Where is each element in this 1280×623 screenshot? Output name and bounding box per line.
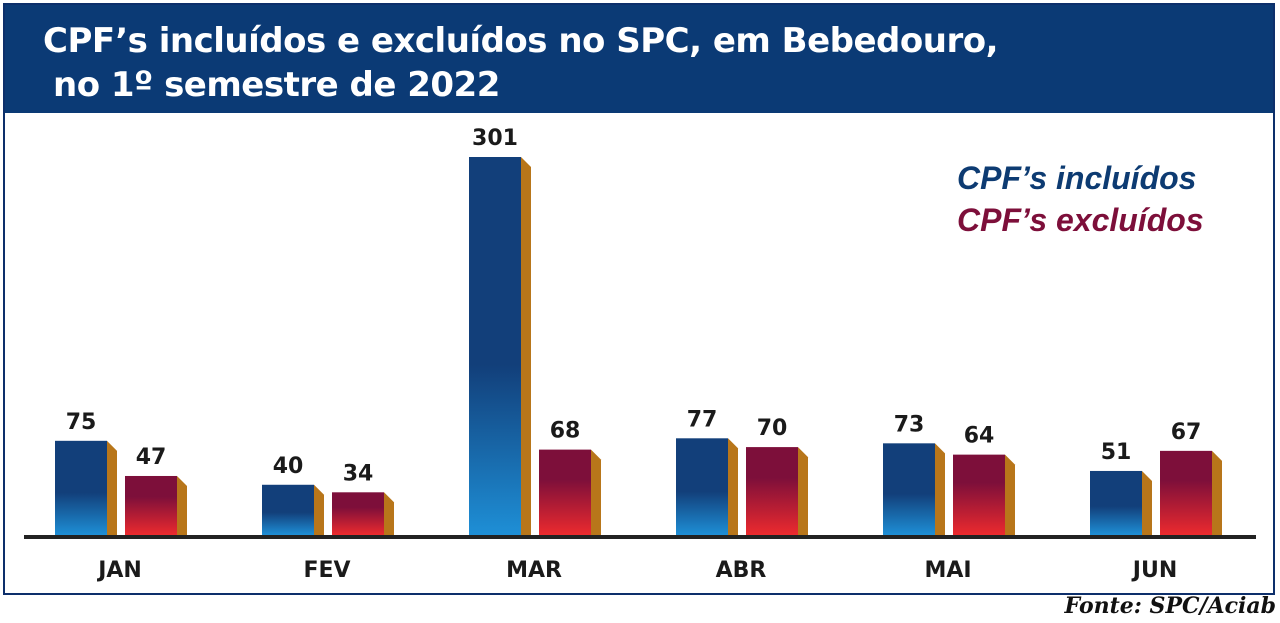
- value-label-excluded-mai: 64: [964, 424, 995, 449]
- bar-side-excluded-jun: [1212, 450, 1222, 535]
- bar-side-excluded-mar: [591, 449, 601, 535]
- legend-item-excluded: CPF’s excluídos: [957, 202, 1204, 238]
- value-label-excluded-jun: 67: [1171, 420, 1202, 445]
- bar-excluded-jan: [125, 475, 177, 535]
- value-label-included-fev: 40: [273, 454, 304, 479]
- value-label-excluded-fev: 34: [343, 461, 374, 486]
- chart-frame: CPF’s incluídos e excluídos no SPC, em B…: [3, 3, 1275, 595]
- legend-item-included: CPF’s incluídos: [957, 160, 1197, 196]
- bar-included-abr: [676, 438, 728, 535]
- title-bar: CPF’s incluídos e excluídos no SPC, em B…: [5, 5, 1273, 113]
- bar-excluded-abr: [746, 447, 798, 535]
- x-tick-label-abr: ABR: [716, 558, 767, 583]
- bar-included-jan: [55, 440, 107, 535]
- value-label-excluded-abr: 70: [757, 416, 788, 441]
- x-tick-label-jun: JUN: [1131, 558, 1177, 583]
- bar-side-included-abr: [728, 438, 738, 535]
- value-label-included-jan: 75: [66, 410, 97, 435]
- bar-side-excluded-fev: [384, 492, 394, 535]
- x-tick-label-jan: JAN: [96, 558, 142, 583]
- bar-side-included-mar: [521, 157, 531, 535]
- chart-title-line-1: CPF’s incluídos e excluídos no SPC, em B…: [43, 21, 999, 61]
- bar-excluded-mai: [953, 454, 1005, 535]
- source-note: Fonte: SPC/Aciab: [1064, 593, 1276, 619]
- bars-layer: [55, 157, 1222, 535]
- x-tick-label-mai: MAI: [924, 558, 971, 583]
- bar-side-included-jan: [107, 440, 117, 535]
- bar-side-included-fev: [314, 484, 324, 535]
- bar-side-excluded-abr: [798, 447, 808, 535]
- bar-excluded-fev: [332, 492, 384, 535]
- bar-side-excluded-jan: [177, 475, 187, 535]
- x-tick-label-fev: FEV: [303, 558, 350, 583]
- bar-excluded-jun: [1160, 450, 1212, 535]
- bar-included-jun: [1090, 470, 1142, 535]
- value-label-excluded-jan: 47: [136, 445, 167, 470]
- value-label-included-abr: 77: [687, 407, 718, 432]
- labels-layer: 75 47 40 34 301 68 77 70 73 64 51 67: [66, 126, 1202, 486]
- value-label-included-jun: 51: [1101, 440, 1132, 465]
- bar-excluded-mar: [539, 449, 591, 535]
- bar-included-mai: [883, 443, 935, 535]
- bar-side-included-jun: [1142, 470, 1152, 535]
- value-label-included-mai: 73: [894, 412, 925, 437]
- value-label-excluded-mar: 68: [550, 419, 581, 444]
- value-label-included-mar: 301: [472, 126, 518, 151]
- bar-side-excluded-mai: [1005, 454, 1015, 535]
- chart-title-line-2: no 1º semestre de 2022: [53, 65, 500, 105]
- bar-included-fev: [262, 484, 314, 535]
- x-tick-label-mar: MAR: [506, 558, 562, 583]
- x-tick-labels: JAN FEV MAR ABR MAI JUN: [96, 558, 1177, 583]
- bar-included-mar: [469, 157, 521, 535]
- bar-side-included-mai: [935, 443, 945, 535]
